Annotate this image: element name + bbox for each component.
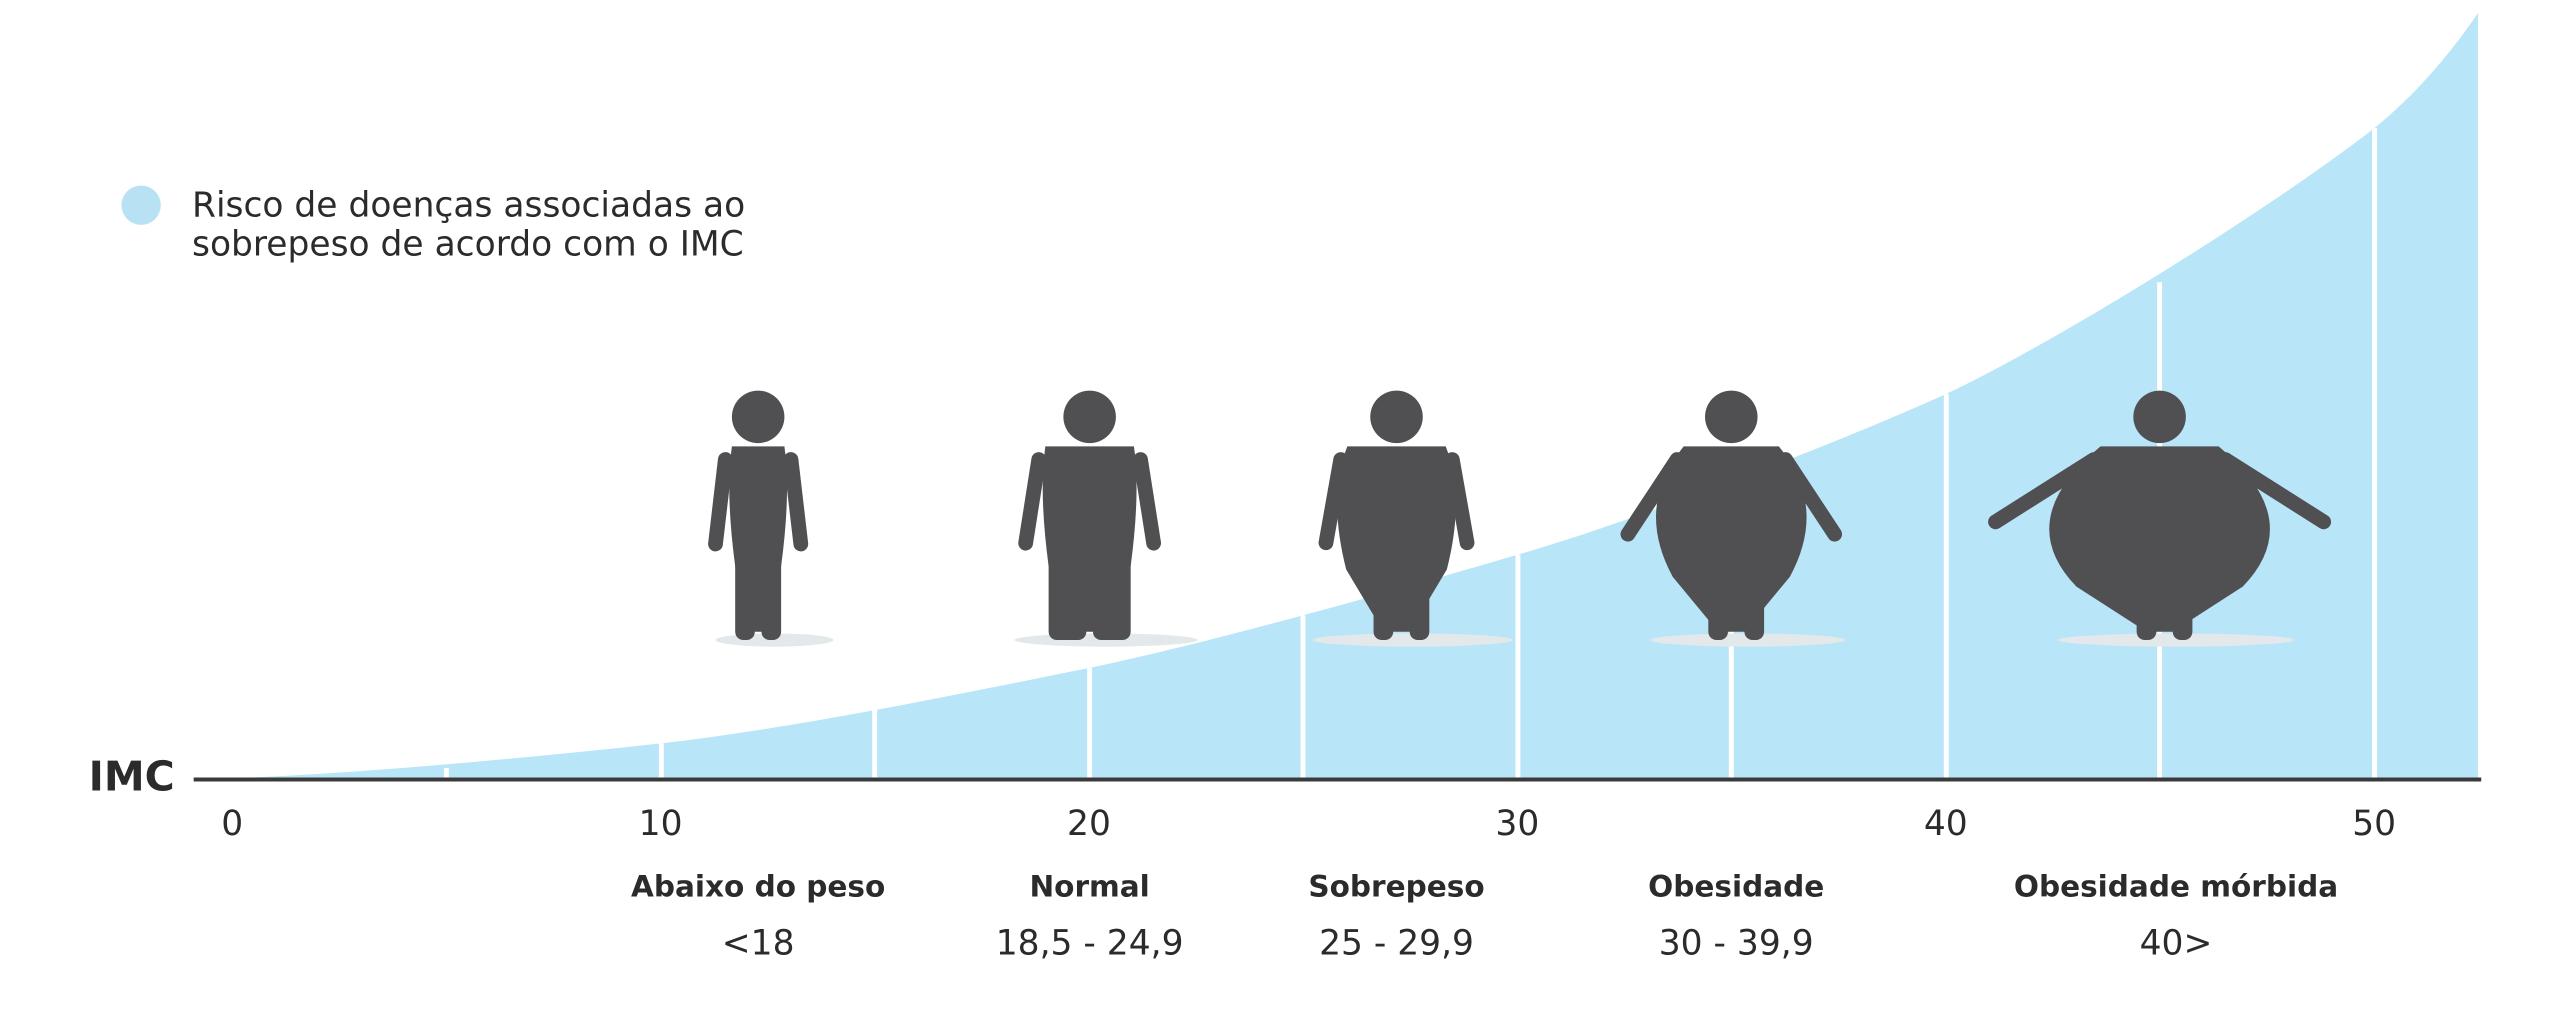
x-tick-label: 10 (639, 804, 683, 844)
arm (1444, 452, 1475, 551)
legend-text: Risco de doenças associadas ao (192, 185, 745, 225)
leg (1744, 525, 1765, 641)
head (1370, 390, 1423, 444)
legend-text: sobrepeso de acordo com o IMC (192, 225, 744, 265)
leg (1409, 525, 1430, 641)
shadow (1312, 633, 1514, 647)
class-range: <18 (722, 924, 795, 964)
x-tick-label: 0 (221, 804, 243, 844)
person-icon (1014, 390, 1198, 647)
person-icon (708, 390, 834, 647)
class-name: Obesidade mórbida (2014, 869, 2338, 903)
head (1705, 390, 1758, 444)
arm (1620, 452, 1685, 542)
arm (1318, 452, 1349, 551)
arm (1988, 452, 2102, 530)
leg (1048, 525, 1087, 641)
class-range: 25 - 29,9 (1319, 924, 1474, 964)
leg (735, 525, 755, 641)
person-icon (1620, 390, 1846, 647)
arm (783, 452, 809, 552)
shadow (1650, 633, 1846, 647)
class-name: Normal (1029, 869, 1149, 903)
axis-label: IMC (89, 753, 175, 801)
head (731, 390, 785, 444)
class-name: Obesidade (1648, 869, 1824, 903)
leg (1708, 525, 1728, 641)
class-range: 18,5 - 24,9 (996, 924, 1184, 964)
legend-swatch (121, 185, 161, 225)
arm (2217, 452, 2332, 530)
person-icon (1988, 390, 2332, 647)
arm (1133, 452, 1162, 551)
arm (1778, 452, 1843, 542)
leg (761, 525, 782, 641)
leg (2136, 525, 2157, 641)
torso (2049, 446, 2270, 632)
class-name: Sobrepeso (1308, 869, 1484, 903)
shadow (2057, 633, 2295, 647)
risk-area (193, 13, 2478, 780)
class-range: 30 - 39,9 (1659, 924, 1814, 964)
x-tick-label: 40 (1924, 804, 1968, 844)
person-icon (1312, 390, 1514, 647)
x-tick-label: 20 (1067, 804, 1111, 844)
class-name: Abaixo do peso (631, 869, 885, 903)
arm (1018, 452, 1047, 551)
leg (1092, 525, 1131, 641)
head (2133, 390, 2186, 444)
leg (1373, 525, 1394, 641)
leg (2172, 525, 2193, 641)
x-tick-label: 50 (2352, 804, 2396, 844)
head (1063, 390, 1116, 444)
x-tick-label: 30 (1495, 804, 1539, 844)
class-range: 40> (2140, 924, 2213, 964)
torso (1656, 446, 1807, 632)
arm (708, 452, 733, 552)
